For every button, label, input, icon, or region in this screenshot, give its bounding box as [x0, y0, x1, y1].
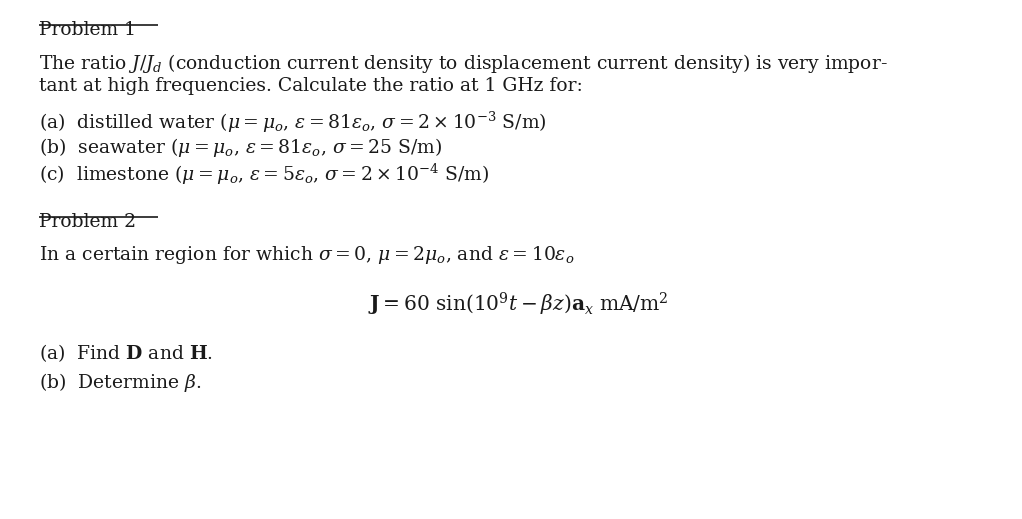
Text: tant at high frequencies. Calculate the ratio at 1 GHz for:: tant at high frequencies. Calculate the …	[39, 77, 583, 95]
Text: Problem 2: Problem 2	[39, 213, 136, 231]
Text: (b)  seawater ($\mu = \mu_o$, $\varepsilon = 81\varepsilon_o$, $\sigma = 25$ S/m: (b) seawater ($\mu = \mu_o$, $\varepsilo…	[39, 136, 443, 159]
Text: (b)  Determine $\beta$.: (b) Determine $\beta$.	[39, 371, 201, 394]
Text: Problem 1: Problem 1	[39, 21, 136, 39]
Text: (a)  Find $\mathbf{D}$ and $\mathbf{H}$.: (a) Find $\mathbf{D}$ and $\mathbf{H}$.	[39, 343, 213, 364]
Text: In a certain region for which $\sigma = 0$, $\mu = 2\mu_o$, and $\varepsilon = 1: In a certain region for which $\sigma = …	[39, 244, 574, 266]
Text: The ratio $J/J_d$ (conduction current density to displacement current density) i: The ratio $J/J_d$ (conduction current de…	[39, 52, 888, 75]
Text: $\mathbf{J} = 60\ \sin(10^9 t - \beta z)\mathbf{a}_x\ \mathrm{mA/m}^2$: $\mathbf{J} = 60\ \sin(10^9 t - \beta z)…	[368, 291, 668, 318]
Text: (a)  distilled water ($\mu = \mu_o$, $\varepsilon = 81\varepsilon_o$, $\sigma = : (a) distilled water ($\mu = \mu_o$, $\va…	[39, 110, 547, 135]
Text: (c)  limestone ($\mu = \mu_o$, $\varepsilon = 5\varepsilon_o$, $\sigma = 2 \time: (c) limestone ($\mu = \mu_o$, $\varepsil…	[39, 162, 490, 187]
